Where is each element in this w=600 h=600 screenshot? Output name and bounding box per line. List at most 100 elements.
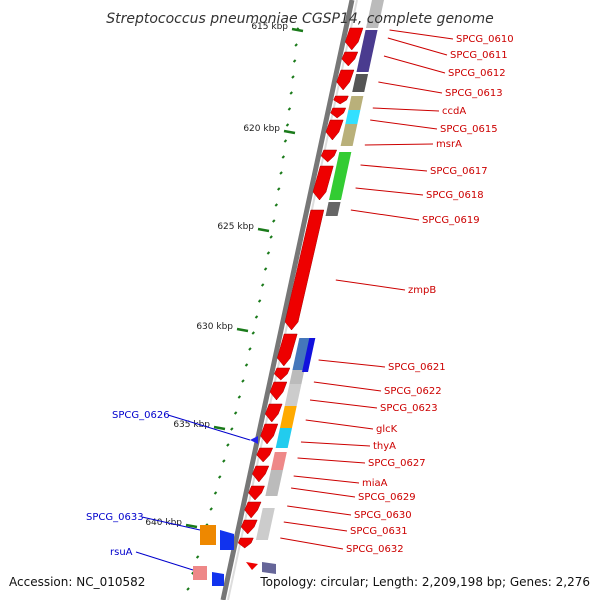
feature-block — [356, 30, 378, 72]
forward-gene-arrow — [277, 333, 298, 367]
label-leader-line — [293, 475, 360, 484]
tick-mark — [236, 327, 249, 333]
feature-block — [255, 508, 275, 540]
label-leader-line — [350, 209, 420, 221]
tick-mark — [257, 227, 270, 233]
gene-label-spcg_0629: SPCG_0629 — [358, 492, 416, 503]
forward-gene-arrow — [325, 119, 344, 141]
reverse-gene-feature — [246, 562, 258, 570]
ring-dot — [251, 331, 255, 335]
feature-block — [265, 470, 283, 496]
label-leader-line — [280, 537, 344, 550]
gene-label-spcg_0613: SPCG_0613 — [445, 88, 503, 99]
ring-dot — [218, 475, 222, 479]
label-leader-line — [135, 551, 194, 571]
ring-dot — [248, 347, 252, 351]
ring-dot — [241, 379, 245, 383]
scale-ticks: 615 kbp 620 kbp 625 kbp 630 kbp 635 kbp 640 k… — [145, 22, 304, 529]
ring-dot — [226, 443, 230, 447]
forward-gene-arrow — [336, 69, 355, 91]
tick-mark — [213, 425, 226, 431]
forward-gene-arrow — [274, 367, 291, 381]
feature-block — [348, 96, 364, 110]
forward-gene-arrow — [240, 519, 258, 535]
ring-dot — [279, 171, 283, 175]
gene-label-spcg_0627: SPCG_0627 — [368, 458, 426, 469]
tick-label: 635 kbp — [173, 420, 210, 430]
gene-label-ccda: ccdA — [442, 106, 466, 117]
tick-label: 615 kbp — [251, 22, 288, 32]
ring-dot — [244, 363, 249, 367]
ring-dot — [291, 75, 295, 79]
forward-gene-arrow — [344, 27, 364, 51]
ring-dot — [186, 587, 190, 591]
ring-dot — [230, 427, 234, 431]
ring-dot — [294, 43, 298, 47]
gene-label-spcg_0631: SPCG_0631 — [350, 526, 408, 537]
tick-label: 640 kbp — [145, 518, 182, 528]
feature-block — [329, 152, 352, 200]
label-leader-line — [355, 187, 424, 196]
forward-gene-arrow — [330, 107, 347, 119]
ring-dot — [213, 491, 218, 495]
ring-dot — [269, 235, 273, 239]
forward-gene-arrow — [312, 165, 334, 201]
label-leader-line — [283, 521, 348, 532]
gene-label-spcg_0632: SPCG_0632 — [346, 544, 404, 555]
ring-dot — [237, 395, 242, 399]
gene-label-spcg_0622: SPCG_0622 — [384, 386, 442, 397]
gene-label-spcg_0626: SPCG_0626 — [112, 410, 170, 421]
gene-label-spcg_0612: SPCG_0612 — [448, 68, 506, 79]
tick-mark — [283, 129, 296, 135]
ring-dot — [266, 251, 271, 255]
gene-label-glck: glcK — [376, 424, 398, 435]
gene-label-spcg_0619: SPCG_0619 — [422, 215, 480, 226]
gene-label-spcg_0630: SPCG_0630 — [354, 510, 412, 521]
feature-block — [302, 338, 316, 372]
reverse-gene-feature — [262, 562, 276, 574]
ring-dot — [263, 267, 268, 271]
forward-gene-arrow — [269, 381, 288, 401]
feature-block — [270, 452, 287, 470]
ring-dot — [272, 219, 276, 223]
tick-label: 625 kbp — [217, 222, 254, 232]
gene-label-spcg_0610: SPCG_0610 — [456, 34, 514, 45]
reverse-gene-feature — [200, 525, 216, 545]
label-leader-line — [297, 457, 366, 464]
label-leader-line — [300, 441, 371, 447]
gene-label-msra: msrA — [436, 139, 462, 150]
reverse-gene-feature — [220, 530, 234, 550]
gene-label-spcg_0618: SPCG_0618 — [426, 190, 484, 201]
label-leader-line — [389, 29, 454, 40]
label-leader-line — [313, 381, 382, 392]
gene-label-spcg_0623: SPCG_0623 — [380, 403, 438, 414]
ring-dot — [283, 139, 288, 143]
ring-dot — [257, 299, 262, 303]
outer-dotted-ring — [186, 27, 300, 591]
feature-block — [289, 370, 305, 384]
gene-label-zmpb: zmpB — [408, 285, 436, 296]
label-leader-line — [383, 55, 446, 74]
feature-block — [345, 110, 361, 124]
reverse-gene-feature — [250, 436, 258, 444]
gene-label-thya: thyA — [373, 441, 396, 452]
forward-gene-arrow — [260, 423, 279, 445]
label-leader-line — [364, 143, 434, 146]
label-leader-line — [167, 414, 251, 441]
forward-gene-arrow — [333, 95, 349, 105]
label-leader-line — [370, 119, 438, 130]
tick-mark — [185, 523, 198, 529]
forward-gene-arrow — [284, 209, 325, 331]
tick-label: 620 kbp — [243, 124, 280, 134]
forward-gene-arrow — [256, 447, 274, 463]
forward-gene-arrow — [237, 537, 254, 549]
ring-dot — [222, 459, 226, 463]
reverse-gene-feature — [193, 566, 207, 580]
accession-text: Accession: NC_010582 — [9, 575, 145, 589]
forward-gene-arrow — [320, 149, 338, 163]
label-leader-line — [372, 107, 440, 112]
gene-label-spcg_0633: SPCG_0633 — [86, 512, 144, 523]
forward-gene-arrow — [248, 485, 265, 501]
